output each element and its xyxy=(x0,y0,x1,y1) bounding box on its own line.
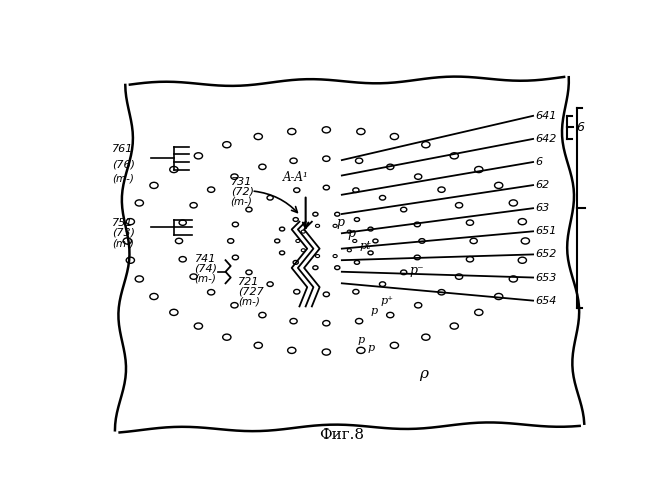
Text: (727: (727 xyxy=(239,287,264,297)
Text: (73): (73) xyxy=(112,227,135,237)
Text: p: p xyxy=(368,342,375,352)
Text: 654: 654 xyxy=(536,296,557,306)
Text: (m-): (m-) xyxy=(231,196,253,206)
Text: p: p xyxy=(337,216,345,228)
Text: (m-): (m-) xyxy=(239,296,260,306)
Text: p: p xyxy=(347,227,355,240)
Text: 62: 62 xyxy=(536,180,550,190)
Text: (74): (74) xyxy=(195,264,217,274)
Text: p: p xyxy=(358,335,364,345)
Text: (m-): (m-) xyxy=(112,238,133,248)
Text: 741: 741 xyxy=(195,254,216,264)
Text: 641: 641 xyxy=(536,111,557,121)
Text: p: p xyxy=(370,306,378,316)
Text: 642: 642 xyxy=(536,134,557,144)
Text: (m-): (m-) xyxy=(112,174,133,184)
Text: 761: 761 xyxy=(112,144,133,154)
Text: 6: 6 xyxy=(536,157,543,167)
Text: p⁺: p⁺ xyxy=(381,296,394,306)
Text: 6: 6 xyxy=(576,121,584,134)
Text: A-A¹: A-A¹ xyxy=(282,172,308,184)
Text: Фиг.8: Фиг.8 xyxy=(319,428,364,442)
Text: p⁻: p⁻ xyxy=(409,264,424,276)
Text: 751: 751 xyxy=(112,218,133,228)
Text: (m-): (m-) xyxy=(195,274,216,283)
Text: 731: 731 xyxy=(231,177,252,187)
Text: 721: 721 xyxy=(239,277,260,287)
Text: 652: 652 xyxy=(536,250,557,260)
Text: 653: 653 xyxy=(536,272,557,282)
Text: 651: 651 xyxy=(536,226,557,236)
Text: pt: pt xyxy=(360,240,372,250)
Text: 63: 63 xyxy=(536,203,550,213)
Text: ρ: ρ xyxy=(420,366,428,380)
Text: (76): (76) xyxy=(112,160,135,170)
Text: (72): (72) xyxy=(231,186,253,196)
